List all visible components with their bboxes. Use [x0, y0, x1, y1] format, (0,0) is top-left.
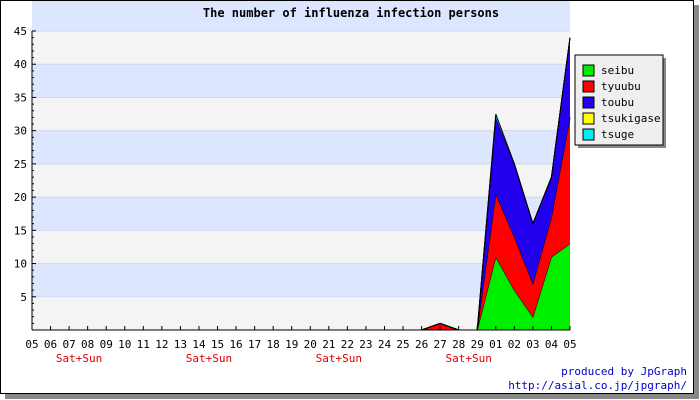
legend-label-tsukigase: tsukigase [601, 112, 661, 125]
x-tick-label: 01 [489, 338, 502, 351]
y-tick-label: 35 [14, 91, 27, 104]
y-tick-label: 25 [14, 158, 27, 171]
x-tick-label: 23 [359, 338, 372, 351]
x-tick-label: 17 [248, 338, 261, 351]
y-tick-label: 45 [14, 25, 27, 38]
legend-swatch-seibu [582, 64, 595, 77]
legend-swatch-toubu [582, 96, 595, 109]
x-tick-label: 04 [545, 338, 559, 351]
weekend-label: Sat+Sun [56, 352, 102, 365]
x-tick-label: 18 [267, 338, 280, 351]
chart-title: The number of influenza infection person… [203, 6, 499, 20]
grid-band [32, 130, 570, 164]
plot-background [32, 1, 570, 330]
y-tick-label: 40 [14, 58, 27, 71]
x-tick-label: 09 [100, 338, 113, 351]
x-tick-label: 12 [155, 338, 168, 351]
grid-band [32, 197, 570, 231]
x-tick-label: 27 [434, 338, 447, 351]
area-seibu [32, 243, 570, 330]
y-tick-label: 20 [14, 191, 27, 204]
x-tick-label: 07 [62, 338, 75, 351]
y-tick-label: 5 [20, 291, 27, 304]
weekend-label: Sat+Sun [316, 352, 362, 365]
legend-swatch-tsukigase [582, 112, 595, 125]
x-tick-label: 13 [174, 338, 187, 351]
credit-url[interactable]: http://asial.co.jp/jpgraph/ [508, 379, 687, 392]
influenza-stacked-area-chart: 05 06 07 08 09 10 11 12 13 14 15 16 17 18 19 20 21 22 23 24… [14, 1, 687, 392]
x-tick-label: 21 [322, 338, 335, 351]
x-tick-label: 05 [25, 338, 38, 351]
x-tick-label: 22 [341, 338, 354, 351]
x-tick-label: 02 [508, 338, 521, 351]
credit-producer: produced by JpGraph [561, 365, 687, 378]
x-tick-label: 08 [81, 338, 94, 351]
x-tick-label: 10 [118, 338, 131, 351]
x-tick-label: 15 [211, 338, 224, 351]
chart-frame: 05 06 07 08 09 10 11 12 13 14 15 16 17 18 19 20 21 22 23 24… [0, 0, 694, 394]
x-tick-label: 11 [137, 338, 150, 351]
weekend-label: Sat+Sun [446, 352, 492, 365]
x-tick-labels: 05 06 07 08 09 10 11 12 13 14 15 16 17 18 19 20 21 22 23 24… [25, 338, 576, 351]
x-tick-label: 24 [378, 338, 392, 351]
x-tick-label: 19 [285, 338, 298, 351]
y-tick-label: 10 [14, 258, 27, 271]
legend-label-tyuubu: tyuubu [601, 80, 641, 93]
x-tick-label: 05 [563, 338, 576, 351]
legend: seibu tyuubu toubu tsukigase tsuge [574, 54, 666, 148]
weekend-labels: Sat+Sun Sat+Sun Sat+Sun Sat+Sun [56, 352, 492, 365]
legend-swatch-tsuge [582, 128, 595, 141]
x-tick-label: 14 [192, 338, 206, 351]
x-tick-label: 06 [44, 338, 57, 351]
y-tick-label: 30 [14, 125, 27, 138]
x-tick-label: 16 [229, 338, 242, 351]
weekend-label: Sat+Sun [186, 352, 232, 365]
axes [31, 30, 571, 331]
x-tick-label: 28 [452, 338, 465, 351]
legend-label-tsuge: tsuge [601, 128, 634, 141]
legend-swatch-tyuubu [582, 80, 595, 93]
grid-band [32, 64, 570, 98]
x-tick-label: 26 [415, 338, 428, 351]
grid-band [32, 1, 570, 31]
x-tick-label: 25 [396, 338, 409, 351]
y-tick-labels: 5 10 15 20 25 30 35 40 45 [14, 25, 27, 304]
x-tick-label: 20 [304, 338, 317, 351]
x-tick-label: 29 [471, 338, 484, 351]
y-tick-label: 15 [14, 224, 27, 237]
x-tick-label: 03 [526, 338, 539, 351]
legend-label-toubu: toubu [601, 96, 634, 109]
legend-label-seibu: seibu [601, 64, 634, 77]
